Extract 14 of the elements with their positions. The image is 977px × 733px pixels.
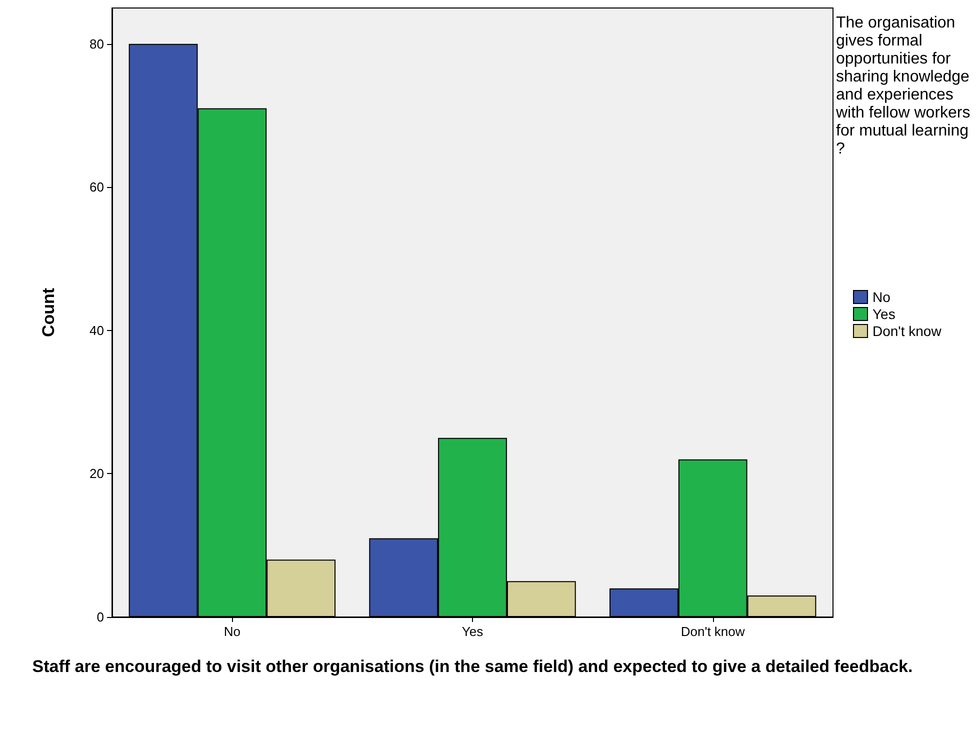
x-tick-label: No bbox=[224, 624, 240, 639]
y-tick-label: 80 bbox=[90, 36, 104, 52]
legend-title: The organisation gives formal opportunities for sharing knowledge and experiences with fellow workers for mutual learning? bbox=[835, 14, 975, 158]
x-axis-title: Staff are encouraged to visit other organisations (in the same field) and expected to give a detailed feedback. bbox=[32, 657, 913, 676]
x-tick-label: Yes bbox=[462, 624, 484, 639]
y-tick-label: 60 bbox=[90, 180, 104, 195]
y-tick-label: 0 bbox=[96, 610, 104, 624]
y-axis-title: Count bbox=[39, 288, 58, 338]
y-tick-label: 20 bbox=[90, 466, 104, 482]
x-tick-label: Don't know bbox=[680, 624, 746, 639]
y-tick-label: 40 bbox=[90, 322, 104, 338]
legend-label: Don't know bbox=[872, 323, 942, 339]
legend-label: No bbox=[872, 289, 891, 305]
legend-label: Yes bbox=[872, 306, 896, 322]
